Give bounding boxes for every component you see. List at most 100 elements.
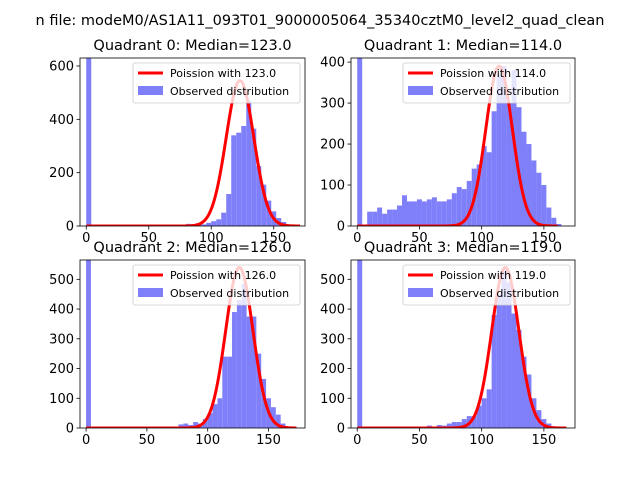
quadrant-title: Quadrant 1: Median=114.0 (364, 38, 562, 54)
y-tick-label: 100 (320, 392, 345, 407)
histogram-bar (266, 200, 272, 226)
y-tick-label: 400 (49, 303, 74, 318)
histogram-bar (516, 329, 522, 428)
poisson-curve (85, 79, 301, 226)
legend-box (402, 264, 571, 306)
figure-suptitle: n file: modeM0/AS1A11_093T01_9000005064_… (36, 13, 605, 29)
histogram-bar (227, 356, 233, 428)
y-tick-label: 600 (49, 60, 74, 75)
x-tick-label: 150 (256, 433, 281, 448)
y-tick-label: 400 (320, 303, 345, 318)
histogram-bar (275, 414, 281, 428)
histogram-bar (446, 199, 452, 226)
histogram-bar (461, 419, 467, 428)
axes-frame (79, 57, 306, 227)
histogram-bar (178, 424, 184, 428)
legend-poisson-label: Poission with 114.0 (440, 67, 546, 80)
x-tick-label: 100 (469, 433, 494, 448)
histogram-bar (486, 389, 492, 428)
histogram-bar (556, 223, 562, 226)
histogram-bar (426, 199, 432, 226)
x-tick-label: 100 (195, 433, 220, 448)
legend-poisson-label: Poission with 119.0 (440, 269, 546, 282)
histogram-bar (496, 294, 502, 428)
histogram-bar (456, 187, 462, 226)
histogram-bar (392, 209, 398, 226)
legend-observed-label: Observed distribution (440, 85, 559, 98)
histogram-bar (261, 378, 267, 428)
axes-frame (350, 259, 576, 429)
x-tick-label: 0 (82, 433, 90, 448)
histogram-bar (506, 103, 512, 226)
histogram-bar (521, 131, 527, 226)
histogram-bar (256, 353, 262, 428)
histogram-bar (546, 207, 552, 226)
x-tick-label: 150 (531, 231, 556, 246)
histogram-bar (377, 207, 383, 226)
histogram-bar (441, 201, 447, 226)
histogram-bar (261, 184, 267, 226)
legend-observed-swatch (138, 288, 163, 297)
legend-observed-swatch (408, 86, 433, 95)
histogram-bar (367, 211, 373, 226)
y-tick-label: 100 (49, 392, 74, 407)
legend: Poission with 119.0 Observed distribution (402, 264, 571, 306)
histogram-bar (357, 58, 363, 226)
histogram-bar (357, 260, 363, 428)
x-tick-label: 100 (469, 231, 494, 246)
histogram-bar (471, 416, 477, 428)
x-tick-label: 0 (353, 231, 361, 246)
histogram-bar (491, 315, 497, 428)
y-tick-label: 300 (320, 97, 345, 112)
legend-observed-label: Observed distribution (440, 287, 559, 300)
legend-box (132, 264, 301, 306)
quadrant-panels: 0 50 100 150 0 200 400 600 Quadrant 0: Median=12… (49, 38, 576, 448)
histogram-bar (216, 219, 222, 226)
x-tick-label: 0 (82, 231, 90, 246)
histogram-bar (382, 213, 388, 226)
histogram-bar (506, 282, 512, 428)
histogram-bar (421, 201, 427, 226)
axes-frame (79, 259, 306, 429)
histogram-bar (501, 270, 507, 428)
histogram-bar (531, 160, 537, 226)
histogram-bar (251, 128, 257, 226)
legend-observed-label: Observed distribution (170, 287, 289, 300)
x-tick-label: 50 (139, 433, 156, 448)
legend: Poission with 114.0 Observed distribution (402, 62, 571, 104)
histogram-bar (232, 312, 237, 428)
histogram-bar (461, 189, 467, 226)
legend: Poission with 123.0 Observed distribution (132, 62, 301, 104)
histogram-bar (241, 126, 247, 226)
y-tick-label: 0 (337, 422, 345, 437)
y-tick-label: 500 (49, 273, 74, 288)
histogram-bar (436, 201, 442, 226)
histogram-bar (521, 356, 527, 428)
y-tick-label: 500 (320, 273, 345, 288)
x-tick-label: 100 (199, 231, 224, 246)
quadrant-1-axes: 0 50 100 150 0 100 200 300 400 Quadrant 1: Median… (320, 38, 576, 246)
legend-observed-swatch (138, 86, 163, 95)
x-tick-label: 150 (261, 231, 286, 246)
histogram-bar (407, 201, 412, 226)
quadrant-title: Quadrant 3: Median=119.0 (364, 240, 562, 256)
histogram-bar (193, 422, 198, 428)
histogram-bar (372, 211, 378, 226)
histogram-bar (246, 316, 252, 428)
quadrant-3-axes: 0 50 100 150 0 100 200 300 400 500 Quadrant 3: Med… (320, 240, 576, 448)
histogram-bar (496, 74, 502, 226)
x-tick-label: 50 (411, 433, 428, 448)
legend-poisson-label: Poission with 126.0 (170, 269, 276, 282)
histogram-bar (416, 199, 422, 226)
histogram-bar (451, 422, 457, 428)
histogram-bar (481, 398, 487, 428)
histogram-bar (476, 164, 482, 226)
histogram-bar (466, 180, 472, 226)
histogram-bar (541, 185, 547, 226)
legend-box (132, 62, 301, 104)
histogram-bar (456, 422, 462, 428)
histogram-bar (201, 224, 207, 226)
histogram-bar (451, 193, 457, 226)
x-tick-label: 50 (140, 231, 157, 246)
y-tick-label: 300 (49, 332, 74, 347)
